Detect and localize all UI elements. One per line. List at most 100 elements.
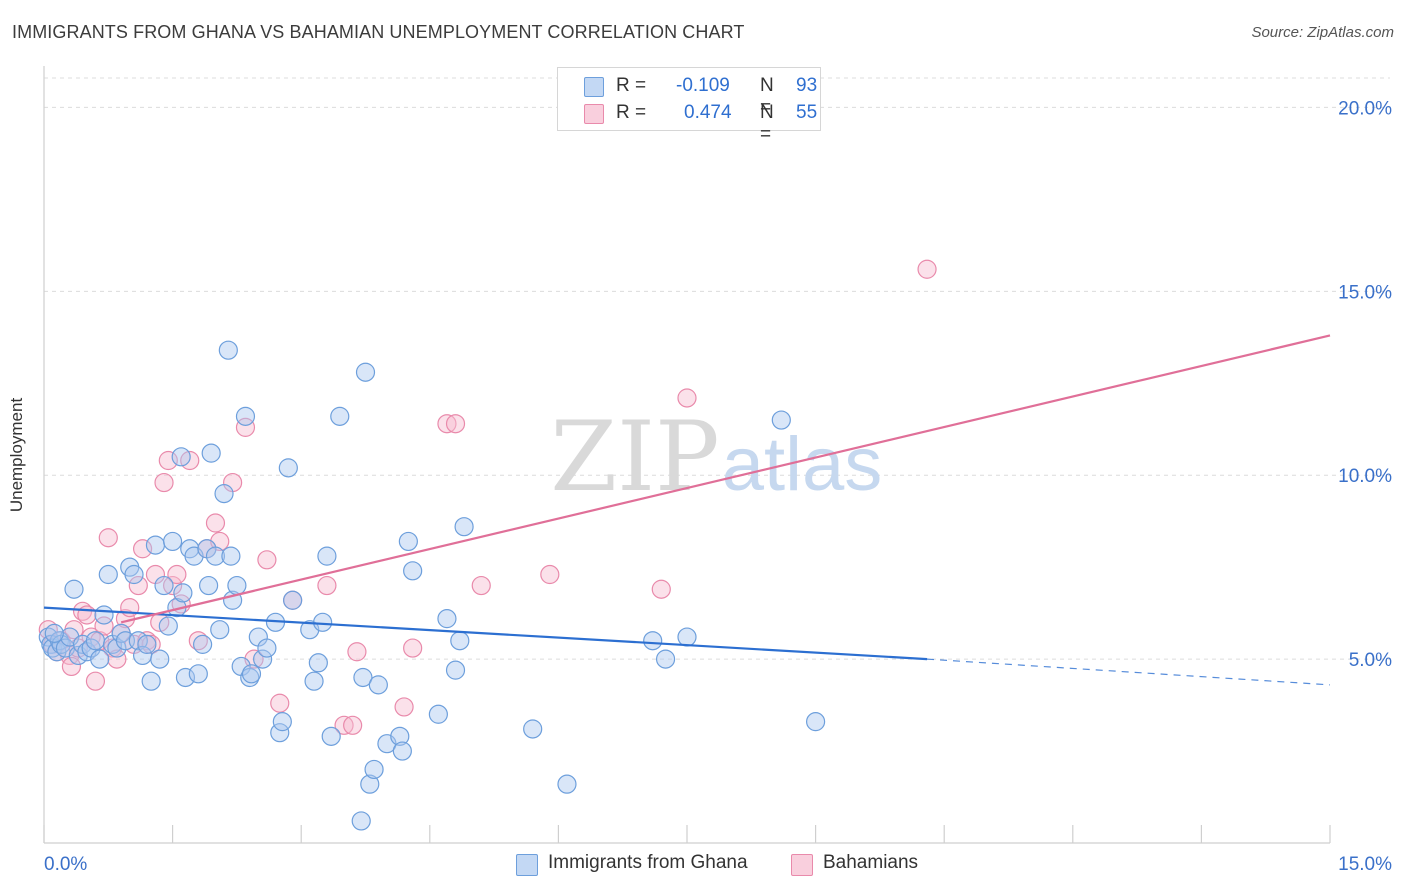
correlation-legend: R = -0.109 N = 93 R = 0.474 N = 55	[557, 67, 821, 145]
ghana-point	[283, 590, 303, 610]
legend-r-value: -0.109	[676, 75, 730, 96]
ghana-point	[150, 649, 170, 669]
x-tick-label: 15.0%	[1338, 854, 1392, 875]
tick-labels: 5.0% 10.0% 15.0% 20.0% 0.0% 15.0%	[44, 98, 1392, 875]
legend-swatch-pink	[584, 104, 604, 124]
y-tick-label: 10.0%	[1338, 466, 1392, 487]
bahamians-point	[343, 715, 363, 735]
legend-n-value: 55	[796, 102, 818, 123]
bahamians-point	[677, 388, 697, 408]
legend-r-label: R =	[616, 102, 647, 123]
ghana-point	[360, 774, 380, 794]
ghana-point	[124, 564, 144, 585]
ghana-point	[44, 623, 64, 643]
bahamians-point	[205, 513, 226, 533]
x-tick-label: 0.0%	[44, 854, 87, 875]
ghana-point	[454, 517, 474, 537]
ghana-point	[353, 667, 373, 688]
ghana-point	[270, 723, 290, 743]
ghana-point	[272, 712, 292, 732]
bahamians-point	[445, 414, 466, 434]
legend-swatch-blue	[584, 77, 604, 97]
ghana-point	[771, 410, 791, 430]
ghana-point	[677, 627, 697, 647]
watermark-atlas: atlas	[722, 422, 883, 507]
ghana-point	[304, 671, 324, 691]
legend-n-value: 93	[796, 75, 818, 96]
bahamians-trend-line	[120, 334, 1331, 624]
legend-label-ghana: Immigrants from Ghana	[548, 852, 748, 873]
ghana-point	[141, 671, 161, 691]
ghana-point	[85, 631, 106, 651]
ghana-point	[450, 631, 470, 651]
ghana-point	[308, 653, 328, 673]
ghana-trend-line	[43, 606, 928, 661]
ghana-point	[210, 620, 230, 640]
ghana-point	[428, 704, 448, 724]
trend-lines	[43, 334, 1331, 686]
bahamians-point	[257, 550, 277, 570]
ghana-trend-extension	[927, 658, 1331, 686]
ghana-point	[188, 664, 208, 684]
ghana-point	[398, 531, 418, 552]
legend-n-label: N =	[760, 75, 774, 118]
ghana-point	[193, 634, 213, 654]
ghana-point	[214, 484, 234, 504]
ghana-point	[221, 546, 241, 566]
ghana-point	[330, 406, 350, 426]
ghana-point	[154, 575, 174, 596]
bahamians-point	[347, 642, 367, 662]
legend-r-value: 0.474	[684, 102, 732, 123]
ghana-point	[205, 546, 226, 566]
ghana-point	[364, 759, 384, 780]
chart-title: IMMIGRANTS FROM GHANA VS BAHAMIAN UNEMPL…	[12, 22, 745, 42]
legend-label-bahamians: Bahamians	[823, 852, 919, 873]
ghana-point	[805, 712, 826, 732]
legend-r-label: R =	[616, 75, 647, 96]
watermark-zip: ZIP	[550, 401, 719, 513]
ghana-point	[445, 660, 466, 680]
ghana-point	[321, 726, 341, 746]
ghana-point	[257, 638, 277, 658]
bahamians-point	[94, 616, 114, 636]
ghana-point	[557, 774, 577, 794]
ghana-point	[137, 634, 157, 654]
ghana-point	[163, 531, 183, 552]
watermark: ZIP atlas	[550, 401, 882, 513]
source-label: Source: ZipAtlas.com	[1251, 24, 1394, 41]
bahamians-point	[158, 450, 178, 471]
ghana-point	[90, 649, 110, 669]
ghana-point	[173, 583, 193, 603]
axes	[43, 66, 1331, 844]
bahamians-point	[98, 528, 118, 548]
bahamians-point	[128, 575, 148, 596]
y-tick-label: 5.0%	[1349, 650, 1392, 671]
ghana-point	[145, 535, 166, 555]
ghana-point	[171, 447, 191, 467]
legend-swatch-pink	[791, 854, 813, 876]
bahamians-point	[403, 638, 423, 658]
ghana-point	[390, 726, 410, 746]
bahamians-point	[317, 575, 337, 596]
ghana-point	[98, 564, 118, 585]
ghana-point	[199, 575, 219, 596]
ghana-point	[368, 675, 388, 695]
ghana-point	[643, 631, 663, 651]
ghana-point	[201, 443, 221, 463]
ghana-point	[313, 612, 333, 632]
ghana-point	[278, 458, 298, 478]
ghana-point	[437, 609, 457, 629]
bahamians-point	[107, 649, 127, 669]
bahamians-point	[132, 539, 153, 559]
ghana-points	[38, 340, 826, 831]
ghana-point	[158, 616, 178, 636]
legend-n-label: N =	[760, 102, 774, 145]
y-tick-label: 15.0%	[1338, 282, 1392, 303]
ghana-point	[523, 719, 543, 739]
ghana-point	[355, 362, 376, 382]
bahamians-point	[270, 693, 290, 713]
bahamians-point	[540, 564, 560, 585]
bahamians-point	[394, 697, 414, 717]
bahamians-point	[167, 564, 187, 585]
